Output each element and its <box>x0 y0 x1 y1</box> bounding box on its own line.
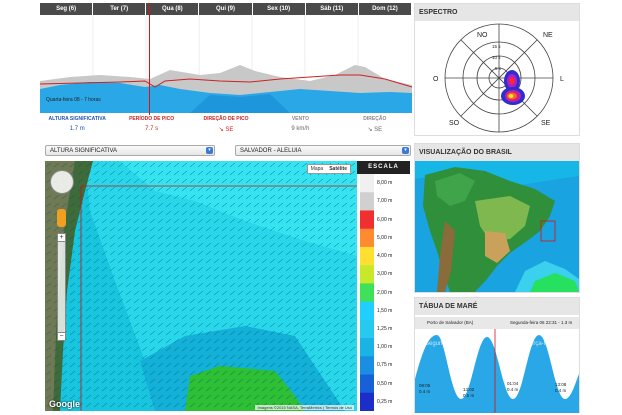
svg-text:NE: NE <box>543 32 553 39</box>
scale-label: 6,00 m <box>377 216 393 223</box>
svg-text:13:08: 13:08 <box>555 382 567 387</box>
espectro-panel: ESPECTRO NO NE <box>414 3 580 136</box>
direction-arrow-icon: ↘ <box>218 127 226 133</box>
zoom-slider[interactable] <box>57 233 66 341</box>
svg-text:13:02: 13:02 <box>463 387 475 392</box>
scale-label: 1,25 m <box>377 325 393 332</box>
app-frame: Seg (6) Ter (7) Qua (8) Qui (9) Sex (10) Sáb … <box>40 0 580 415</box>
scale-label: 4,00 m <box>377 253 393 260</box>
mare-info-bar: Porto de Salvador (BA) Segunda-feira 06 … <box>415 317 579 329</box>
svg-text:SE: SE <box>541 120 551 127</box>
forecast-chart[interactable]: Quarta-feira 08 - 7 horas <box>40 15 412 113</box>
day-tab[interactable]: Ter (7) <box>93 3 146 15</box>
svg-text:Segunda-feira (6): Segunda-feira (6) <box>425 341 472 347</box>
svg-text:O: O <box>433 76 439 83</box>
scale-swatch <box>360 338 374 357</box>
color-scale: ESCALA 8,00 m 7,00 m 6,00 m 5,00 m 4,00 m 3,0… <box>357 161 410 411</box>
brasil-title: VISUALIZAÇÃO DO BRASIL <box>415 144 579 161</box>
svg-text:01:04: 01:04 <box>507 381 519 386</box>
svg-text:SO: SO <box>449 120 460 127</box>
wind-arrow-icon: ↘ <box>367 127 375 133</box>
svg-text:10 s: 10 s <box>492 55 501 60</box>
svg-text:0.4 m: 0.4 m <box>555 388 567 393</box>
period-line <box>40 74 412 88</box>
scale-label: 7,00 m <box>377 198 393 205</box>
time-cursor-line[interactable] <box>149 3 150 115</box>
scale-swatch <box>360 356 374 376</box>
day-tab[interactable]: Qua (8) <box>146 3 199 15</box>
brasil-map[interactable] <box>415 161 579 292</box>
svg-text:0.4 m: 0.4 m <box>507 387 519 392</box>
brasil-panel: VISUALIZAÇÃO DO BRASIL <box>414 143 580 293</box>
zoom-in-icon[interactable]: + <box>57 233 66 242</box>
svg-text:Terça-feira (7): Terça-feira (7) <box>527 341 564 347</box>
location-select[interactable]: SALVADOR - ALELUIA ▾ <box>235 145 411 156</box>
scale-label: 0,25 m <box>377 398 393 405</box>
svg-text:0.5 m: 0.5 m <box>463 393 475 398</box>
polar-spectrum[interactable]: NO NE O L SO SE 15 s 10 s 5 s <box>415 21 579 135</box>
param-altura: ALTURA SIGNIFICATIVA 1.7 m <box>48 116 106 132</box>
scale-label: 0,50 m <box>377 380 393 387</box>
forecast-day-bar: Seg (6) Ter (7) Qua (8) Qui (9) Sex (10) Sáb … <box>40 3 412 15</box>
zoom-out-icon[interactable]: − <box>57 332 66 341</box>
scale-swatch <box>360 210 374 230</box>
scale-label: 2,00 m <box>377 289 393 296</box>
scale-swatch <box>360 392 374 411</box>
wave-map[interactable]: Mapa Satélite + − Google Imagens ©2015 N… <box>45 161 357 411</box>
svg-text:0.4 m: 0.4 m <box>419 389 431 394</box>
svg-text:15 s: 15 s <box>492 44 501 49</box>
map-credits[interactable]: Imagens ©2015 NASA, TerraMetrics | Termo… <box>255 405 354 410</box>
scale-title: ESCALA <box>357 161 410 174</box>
chevron-down-icon: ▾ <box>402 147 409 154</box>
scale-label: 1,00 m <box>377 344 393 351</box>
forecast-parameters: ALTURA SIGNIFICATIVA 1.7 m PERÍODO DE PI… <box>40 116 412 138</box>
scale-label: 8,00 m <box>377 180 393 187</box>
pan-control-icon[interactable] <box>50 170 74 194</box>
svg-text:L: L <box>560 76 564 83</box>
tide-chart[interactable]: Segunda-feira (6) Terça-feira (7) 08:05 … <box>415 329 579 413</box>
mare-title: TÁBUA DE MARÉ <box>415 298 579 315</box>
pegman-icon[interactable] <box>57 209 66 227</box>
scale-swatch <box>360 374 374 394</box>
day-tab[interactable]: Dom (12) <box>358 3 411 15</box>
day-tab[interactable]: Seg (6) <box>40 3 93 15</box>
param-direcao: DIREÇÃO ↘ SE <box>363 116 387 133</box>
param-vento: VENTO 9 km/h <box>291 116 310 132</box>
svg-text:5 s: 5 s <box>495 66 502 71</box>
day-tab[interactable]: Sex (10) <box>252 3 305 15</box>
map-type-mapa[interactable]: Mapa <box>310 166 324 172</box>
scale-swatch <box>360 174 374 193</box>
scale-swatch <box>360 228 374 248</box>
mare-panel: TÁBUA DE MARÉ Porto de Salvador (BA) Seg… <box>414 297 580 413</box>
scale-swatch <box>360 283 374 303</box>
parameter-select[interactable]: ALTURA SIGNIFICATIVA ▾ <box>45 145 215 156</box>
mare-port: Porto de Salvador (BA) <box>427 320 474 325</box>
espectro-title: ESPECTRO <box>415 4 579 21</box>
scale-gradient-bar <box>360 174 374 411</box>
map-type-toggle: Mapa Satélite <box>306 164 351 174</box>
google-logo: Google <box>49 399 80 409</box>
svg-text:08:05: 08:05 <box>419 383 431 388</box>
mare-now: Segunda-feira 06 22:31 - 1.3 m <box>510 320 573 325</box>
chevron-down-icon: ▾ <box>206 147 213 154</box>
day-tab[interactable]: Sáb (11) <box>305 3 358 15</box>
param-direcao-pico: DIREÇÃO DE PICO ↘ SE <box>203 116 249 133</box>
map-type-satelite[interactable]: Satélite <box>329 166 347 172</box>
scale-swatch <box>360 319 374 339</box>
scale-swatch <box>360 265 374 284</box>
scale-label: 1,50 m <box>377 307 393 314</box>
scale-label: 5,00 m <box>377 234 393 241</box>
param-periodo: PERÍODO DE PICO 7.7 s <box>129 116 175 132</box>
day-tab[interactable]: Qui (9) <box>199 3 252 15</box>
forecast-cursor-note: Quarta-feira 08 - 7 horas <box>46 97 101 103</box>
scale-swatch <box>360 192 374 211</box>
scale-label: 0,75 m <box>377 362 393 369</box>
scale-label: 3,00 m <box>377 271 393 278</box>
svg-text:NO: NO <box>477 32 488 39</box>
scale-swatch <box>360 246 374 266</box>
scale-swatch <box>360 301 374 321</box>
